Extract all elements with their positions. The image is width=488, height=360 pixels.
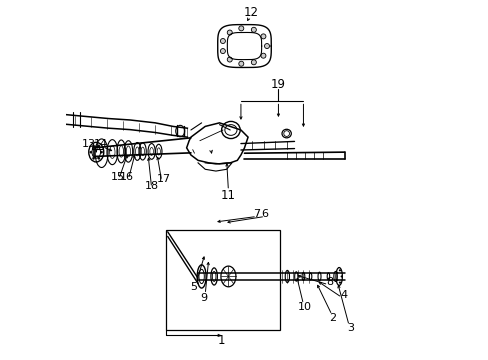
Text: 15: 15 [110, 172, 124, 182]
Circle shape [98, 145, 100, 147]
Text: 10: 10 [297, 302, 311, 312]
Text: 11: 11 [221, 189, 235, 202]
Circle shape [238, 26, 244, 31]
Text: 12: 12 [244, 6, 259, 19]
Circle shape [251, 27, 256, 32]
Circle shape [261, 53, 265, 58]
Text: 3: 3 [347, 323, 354, 333]
Bar [165, 230, 280, 330]
Text: 9: 9 [200, 293, 206, 303]
Circle shape [227, 30, 232, 35]
Circle shape [92, 145, 95, 147]
Circle shape [264, 44, 269, 49]
Text: 4: 4 [340, 290, 346, 300]
Circle shape [92, 157, 95, 159]
Circle shape [90, 151, 92, 153]
Text: 16: 16 [120, 172, 133, 182]
Circle shape [101, 151, 102, 153]
Circle shape [227, 57, 232, 62]
Circle shape [340, 275, 342, 278]
Text: 5: 5 [190, 282, 197, 292]
Circle shape [251, 60, 256, 65]
Text: 6: 6 [261, 209, 268, 219]
Text: 13: 13 [81, 139, 95, 149]
Text: 1: 1 [217, 333, 224, 347]
Circle shape [335, 271, 338, 274]
Text: 18: 18 [144, 181, 159, 192]
Text: 7: 7 [253, 209, 260, 219]
Circle shape [98, 157, 100, 159]
Circle shape [220, 39, 225, 44]
Text: 14: 14 [94, 139, 108, 149]
Circle shape [338, 269, 340, 271]
Circle shape [338, 282, 340, 284]
Text: 17: 17 [157, 174, 171, 184]
Circle shape [335, 279, 338, 281]
Text: 2: 2 [329, 312, 336, 323]
Text: 19: 19 [270, 78, 285, 91]
Text: 8: 8 [326, 277, 333, 287]
Circle shape [261, 34, 265, 39]
Circle shape [220, 49, 225, 54]
Circle shape [238, 61, 244, 66]
